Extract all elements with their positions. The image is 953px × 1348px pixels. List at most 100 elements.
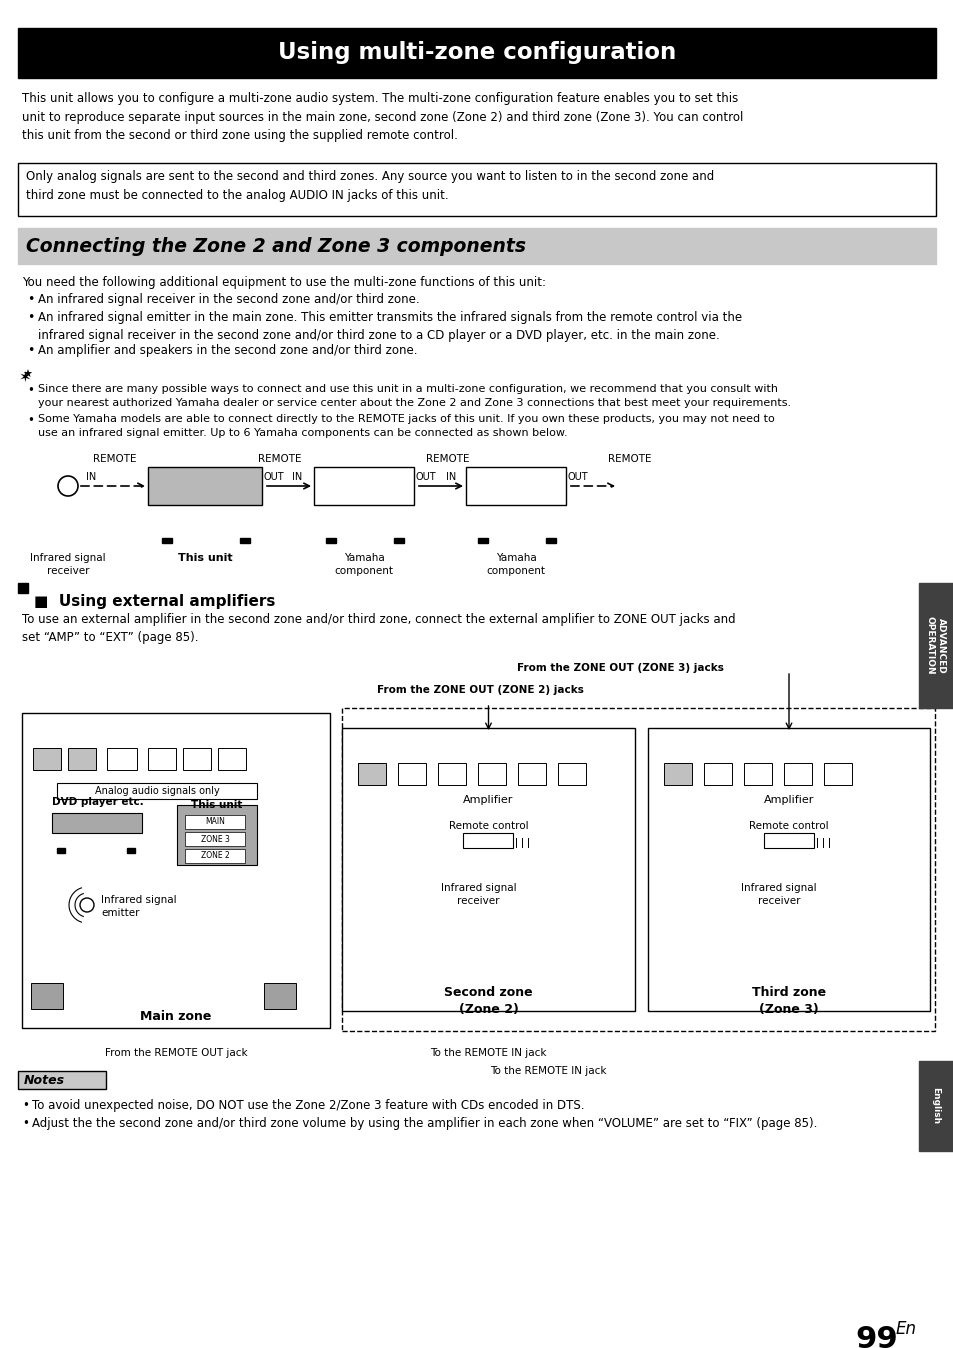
Bar (663, 763, 691, 785)
Text: Amplifier: Amplifier (463, 795, 513, 805)
Text: An amplifier and speakers in the second zone and/or third zone.: An amplifier and speakers in the second … (38, 344, 417, 357)
Bar (397, 763, 426, 785)
Text: ZONE 3: ZONE 3 (200, 834, 230, 844)
Bar (30, 983, 63, 1010)
Bar (703, 763, 731, 785)
Text: Remote control: Remote control (748, 821, 828, 830)
Bar (240, 538, 250, 543)
Text: Since there are many possible ways to connect and use this unit in a multi-zone : Since there are many possible ways to co… (38, 384, 790, 407)
Bar (477, 538, 488, 543)
Bar (341, 708, 934, 1031)
Bar (463, 833, 513, 848)
Bar (148, 466, 262, 506)
Text: Some Yamaha models are able to connect directly to the REMOTE jacks of this unit: Some Yamaha models are able to connect d… (38, 414, 774, 438)
Bar (162, 538, 172, 543)
Text: To the REMOTE IN jack: To the REMOTE IN jack (430, 1047, 546, 1058)
Bar (218, 748, 246, 770)
Text: •: • (27, 384, 34, 398)
Text: ADVANCED
OPERATION: ADVANCED OPERATION (925, 616, 945, 675)
Text: An infrared signal receiver in the second zone and/or third zone.: An infrared signal receiver in the secon… (38, 293, 419, 306)
Text: Infrared signal
emitter: Infrared signal emitter (101, 895, 176, 918)
Bar (57, 783, 256, 799)
Text: Infrared signal
receiver: Infrared signal receiver (740, 883, 816, 906)
Bar (18, 582, 28, 593)
Bar (763, 833, 813, 848)
Bar (18, 163, 935, 216)
Text: Amplifier: Amplifier (763, 795, 813, 805)
Bar (18, 1072, 106, 1089)
Text: REMOTE: REMOTE (608, 454, 651, 464)
Bar (33, 748, 61, 770)
Text: •: • (27, 414, 34, 427)
Text: You need the following additional equipment to use the multi-zone functions of t: You need the following additional equipm… (22, 276, 545, 288)
Text: •: • (27, 311, 34, 324)
Bar (465, 466, 565, 506)
Text: ★: ★ (22, 369, 32, 380)
Bar (18, 228, 935, 264)
Bar (185, 816, 245, 829)
Bar (823, 763, 851, 785)
Bar (22, 713, 330, 1029)
Bar (647, 728, 929, 1011)
Text: To avoid unexpected noise, DO NOT use the Zone 2/Zone 3 feature with CDs encoded: To avoid unexpected noise, DO NOT use th… (32, 1099, 584, 1112)
Text: DVD player etc.: DVD player etc. (52, 797, 144, 807)
Text: Only analog signals are sent to the second and third zones. Any source you want : Only analog signals are sent to the seco… (26, 170, 714, 201)
Bar (107, 748, 137, 770)
Text: This unit: This unit (192, 799, 242, 810)
Bar (183, 748, 211, 770)
Text: •: • (22, 1099, 29, 1112)
Text: ZONE 2: ZONE 2 (200, 852, 229, 860)
Text: •: • (27, 344, 34, 357)
Text: From the ZONE OUT (ZONE 3) jacks: From the ZONE OUT (ZONE 3) jacks (516, 663, 722, 673)
Text: En: En (895, 1320, 916, 1339)
Bar (52, 813, 142, 833)
Bar (477, 763, 505, 785)
Bar (918, 582, 953, 708)
Bar (341, 728, 635, 1011)
Text: Infrared signal
receiver: Infrared signal receiver (440, 883, 516, 906)
Text: OUT: OUT (264, 472, 284, 483)
Text: IN: IN (446, 472, 456, 483)
Text: OUT: OUT (416, 472, 436, 483)
Bar (918, 1061, 953, 1151)
Text: Main zone: Main zone (140, 1010, 212, 1023)
Bar (57, 848, 65, 853)
Bar (783, 763, 811, 785)
Bar (185, 832, 245, 847)
Bar (18, 28, 935, 78)
Text: REMOTE: REMOTE (426, 454, 469, 464)
Text: An infrared signal emitter in the main zone. This emitter transmits the infrared: An infrared signal emitter in the main z… (38, 311, 741, 342)
Bar (437, 763, 465, 785)
Bar (326, 538, 335, 543)
Text: IN: IN (292, 472, 302, 483)
Bar (185, 849, 245, 863)
Text: To the REMOTE IN jack: To the REMOTE IN jack (490, 1066, 606, 1076)
Text: From the ZONE OUT (ZONE 2) jacks: From the ZONE OUT (ZONE 2) jacks (376, 685, 583, 696)
Bar (127, 848, 135, 853)
Text: Notes: Notes (24, 1073, 65, 1086)
Bar (118, 790, 126, 794)
Bar (394, 538, 403, 543)
Bar (517, 763, 545, 785)
Bar (545, 538, 556, 543)
Text: REMOTE: REMOTE (93, 454, 136, 464)
Text: This unit: This unit (177, 553, 233, 563)
Text: From the REMOTE OUT jack: From the REMOTE OUT jack (105, 1047, 247, 1058)
Text: Analog audio signals only: Analog audio signals only (94, 786, 219, 797)
Text: Third zone
(Zone 3): Third zone (Zone 3) (751, 985, 825, 1016)
Text: Connecting the Zone 2 and Zone 3 components: Connecting the Zone 2 and Zone 3 compone… (26, 236, 525, 256)
Bar (558, 763, 585, 785)
Text: •: • (22, 1117, 29, 1130)
Text: •: • (27, 293, 34, 306)
Text: Using multi-zone configuration: Using multi-zone configuration (277, 42, 676, 65)
Bar (743, 763, 771, 785)
Text: MAIN: MAIN (205, 817, 225, 826)
Text: 99: 99 (854, 1325, 897, 1348)
Bar (177, 805, 256, 865)
Text: ✶: ✶ (19, 369, 31, 386)
Text: Remote control: Remote control (448, 821, 528, 830)
Bar (148, 748, 175, 770)
Bar (314, 466, 414, 506)
Bar (68, 748, 96, 770)
Text: REMOTE: REMOTE (258, 454, 301, 464)
